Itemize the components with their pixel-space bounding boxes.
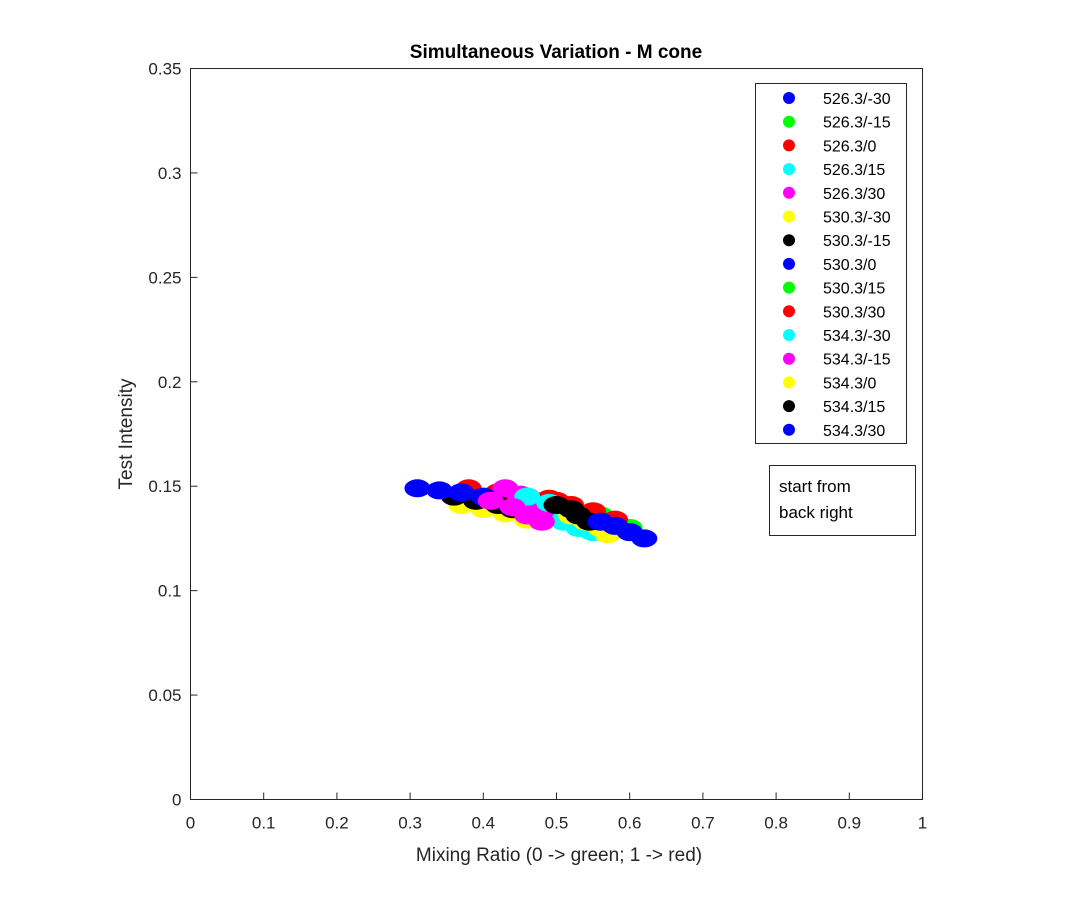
- y-tick-label: 0.1: [158, 582, 182, 601]
- legend-item: 530.3/-30: [783, 210, 891, 227]
- legend-label: 530.3/30: [823, 304, 885, 321]
- y-axis: 0 0.05 0.1 0.15 0.2 0.25 0.3 0.35: [148, 60, 198, 810]
- y-tick-label: 0.2: [158, 373, 182, 392]
- annotation-box: [769, 465, 916, 536]
- legend-marker: [783, 281, 795, 294]
- x-tick-label: 0.3: [398, 814, 422, 833]
- legend-label: 530.3/-15: [823, 233, 891, 250]
- data-points: [404, 479, 658, 548]
- legend-label: 526.3/0: [823, 138, 876, 155]
- legend-marker: [783, 352, 795, 365]
- legend: 526.3/-30 526.3/-15 526.3/0 526.3/15 526.3/3…: [755, 83, 907, 444]
- y-tick-label: 0.15: [148, 477, 181, 496]
- x-tick-label: 0.9: [837, 814, 861, 833]
- legend-marker: [783, 115, 795, 128]
- legend-item: 526.3/0: [783, 138, 876, 155]
- annotation-line-1: start from: [779, 477, 851, 496]
- legend-item: 526.3/30: [783, 186, 885, 203]
- data-point: [528, 512, 555, 531]
- legend-label: 530.3/-30: [823, 210, 891, 227]
- legend-marker: [783, 400, 795, 413]
- x-tick-label: 0.2: [325, 814, 349, 833]
- x-axis-label: Mixing Ratio (0 -> green; 1 -> red): [416, 845, 702, 866]
- legend-marker: [783, 305, 795, 318]
- annotation: start from back right: [769, 465, 916, 536]
- x-axis: 0 0.1 0.2 0.3 0.4 0.5 0.6 0.7 0.8 0.9 1: [186, 792, 927, 833]
- legend-marker: [783, 329, 795, 341]
- y-tick-label: 0.25: [148, 268, 181, 287]
- data-point: [404, 479, 431, 498]
- legend-item: 534.3/-30: [783, 328, 891, 345]
- legend-marker: [783, 257, 795, 270]
- x-tick-label: 0.1: [252, 814, 276, 833]
- legend-item: 530.3/0: [783, 257, 876, 274]
- x-tick-label: 0: [186, 814, 195, 833]
- y-tick-label: 0.3: [158, 164, 182, 183]
- legend-item: 530.3/-15: [783, 233, 891, 250]
- x-tick-label: 0.5: [545, 814, 569, 833]
- x-tick-label: 0.4: [471, 814, 495, 833]
- legend-marker: [783, 423, 795, 436]
- legend-label: 526.3/-15: [823, 115, 891, 132]
- legend-label: 530.3/15: [823, 281, 885, 298]
- x-tick-label: 0.7: [691, 814, 715, 833]
- legend-item: 526.3/-15: [783, 115, 891, 132]
- x-tick-label: 0.6: [618, 814, 642, 833]
- y-tick-label: 0: [172, 791, 181, 810]
- x-tick-label: 0.8: [764, 814, 788, 833]
- legend-marker: [783, 210, 795, 223]
- y-tick-label: 0.35: [148, 60, 181, 79]
- series-534.3/30: [587, 512, 658, 548]
- legend-label: 534.3/-15: [823, 352, 891, 369]
- legend-item: 534.3/15: [783, 399, 885, 416]
- legend-label: 530.3/0: [823, 257, 876, 274]
- legend-marker: [783, 139, 795, 152]
- data-point: [631, 529, 658, 548]
- legend-item: 534.3/0: [783, 375, 876, 392]
- legend-marker: [783, 92, 795, 104]
- legend-item: 534.3/-15: [783, 352, 891, 369]
- legend-item: 526.3/-30: [783, 91, 891, 108]
- y-axis-label: Test Intensity: [116, 378, 137, 489]
- legend-label: 534.3/30: [823, 423, 885, 440]
- legend-box: [755, 83, 907, 444]
- legend-label: 526.3/15: [823, 162, 885, 179]
- data-point: [426, 481, 453, 500]
- x-tick-label: 1: [918, 814, 927, 833]
- y-tick-label: 0.05: [148, 686, 181, 705]
- data-point: [477, 491, 504, 510]
- legend-item: 530.3/30: [783, 304, 885, 321]
- legend-label: 534.3/0: [823, 375, 876, 392]
- chart-title: Simultaneous Variation - M cone: [410, 42, 702, 63]
- legend-label: 526.3/30: [823, 186, 885, 203]
- legend-marker: [783, 376, 795, 389]
- data-point: [448, 483, 475, 502]
- legend-label: 534.3/15: [823, 399, 885, 416]
- legend-marker: [783, 163, 795, 176]
- legend-marker: [783, 186, 795, 199]
- legend-label: 526.3/-30: [823, 91, 891, 108]
- series-534.3/-15: [477, 491, 555, 531]
- annotation-line-2: back right: [779, 503, 853, 522]
- legend-item: 534.3/30: [783, 423, 885, 440]
- legend-marker: [783, 234, 795, 247]
- legend-item: 526.3/15: [783, 162, 885, 179]
- legend-item: 530.3/15: [783, 281, 885, 298]
- legend-label: 534.3/-30: [823, 328, 891, 345]
